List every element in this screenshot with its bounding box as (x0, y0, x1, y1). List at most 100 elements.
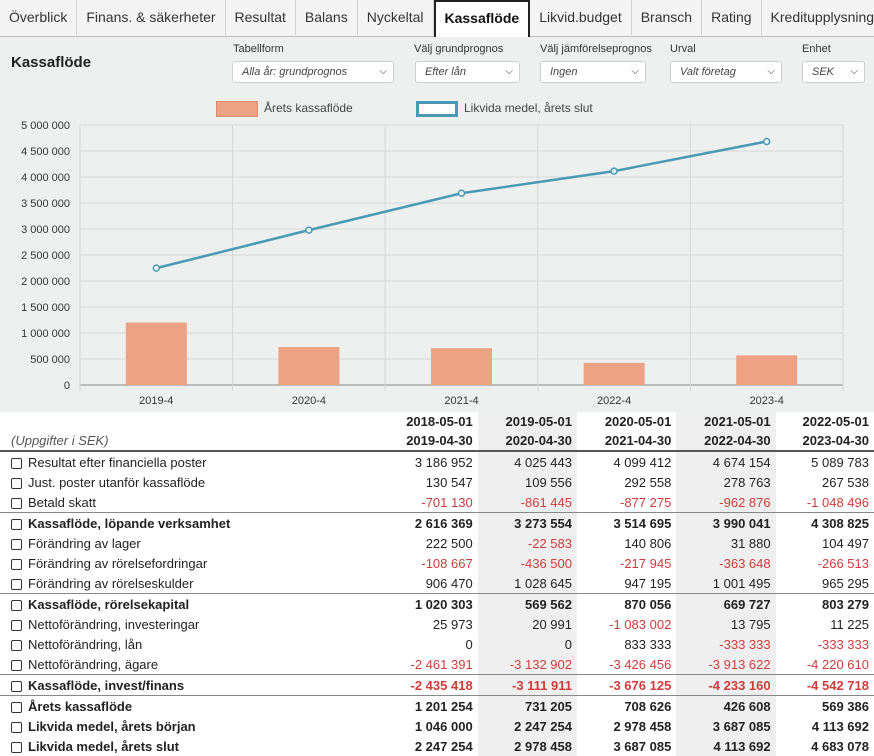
x-tick-label: 2019-4 (139, 395, 173, 407)
chevron-down-icon: ⌵ (505, 66, 513, 77)
row-value: 2 616 369 (378, 512, 478, 533)
row-label-cell: Nettoförändring, lån (0, 634, 378, 654)
row-value: 2 247 254 (414, 738, 473, 754)
period-from: 2018-05-01 (406, 414, 473, 429)
tab-bransch[interactable]: Bransch (632, 0, 703, 35)
chevron-down-icon: ⌵ (631, 66, 639, 77)
row-value: 426 608 (676, 695, 776, 716)
table-row: Resultat efter financiella poster 3 186 9… (0, 451, 874, 472)
row-value: -363 648 (676, 553, 776, 573)
grundprognos-select[interactable]: Efter lån ⌵ (415, 61, 520, 83)
row-value: 906 470 (425, 575, 473, 591)
y-tick-label: 5 000 000 (21, 120, 70, 132)
header-row-from: 2018-05-01 2019-05-01 2020-05-01 2021-05-01… (0, 412, 874, 431)
jamforelse-label: Välj jämförelseprognos (540, 43, 652, 55)
period-to: 2022-04-30 (676, 431, 776, 452)
tab-likvid-budget[interactable]: Likvid.budget (530, 0, 632, 35)
row-value: 803 279 (775, 593, 874, 614)
tab-balans[interactable]: Balans (296, 0, 358, 35)
row-value: 31 880 (676, 533, 776, 553)
table-row: Just. poster utanför kassaflöde 130 547 10… (0, 472, 874, 492)
y-tick-label: 2 500 000 (21, 250, 70, 262)
row-value: 11 225 (830, 616, 869, 632)
legend-bar-label[interactable]: Årets kassaflöde (264, 101, 353, 115)
line-point (457, 189, 466, 198)
row-checkbox[interactable] (11, 457, 22, 469)
grundprognos-value: Efter lån (425, 66, 466, 78)
enhet-select[interactable]: SEK ⌵ (802, 61, 865, 83)
enhet-label: Enhet (802, 43, 831, 55)
row-checkbox[interactable] (11, 639, 22, 651)
row-value: 130 547 (425, 474, 473, 490)
row-checkbox[interactable] (11, 518, 22, 530)
y-tick-label: 1 500 000 (21, 302, 70, 314)
header-spacer (0, 412, 378, 431)
tab-överblick[interactable]: Överblick (0, 0, 78, 35)
tab-resultat[interactable]: Resultat (226, 0, 296, 35)
row-value: -861 445 (477, 492, 577, 513)
row-value: 140 806 (624, 535, 672, 551)
jamforelse-select[interactable]: Ingen ⌵ (540, 61, 646, 83)
row-label-cell: Kassaflöde, rörelsekapital (0, 593, 379, 614)
row-checkbox[interactable] (11, 538, 22, 550)
row-checkbox[interactable] (11, 558, 22, 570)
row-checkbox[interactable] (11, 680, 22, 692)
bar-arets-kassaflode (278, 346, 340, 385)
row-checkbox[interactable] (11, 741, 22, 753)
row-value: 0 (465, 636, 473, 652)
row-checkbox[interactable] (11, 721, 22, 733)
row-value: 3 186 952 (414, 454, 473, 470)
enhet-value: SEK (812, 66, 835, 78)
row-checkbox[interactable] (11, 578, 22, 590)
row-checkbox[interactable] (11, 599, 22, 611)
row-value: -2 435 418 (378, 674, 478, 696)
tab-kreditupplysning[interactable]: Kreditupplysning (762, 0, 874, 35)
row-value: -3 426 456 (609, 656, 672, 672)
row-label-cell: Resultat efter financiella poster (0, 451, 378, 472)
row-label-cell: Förändring av rörelsefordringar (0, 553, 378, 573)
row-value: -877 275 (619, 494, 672, 510)
table-row: Förändring av rörelsefordringar -108 667-… (0, 553, 874, 573)
row-label: Nettoförändring, ägare (28, 656, 159, 672)
row-value: 1 046 000 (414, 718, 473, 734)
tab-finans-säkerheter[interactable]: Finans. & säkerheter (77, 0, 226, 35)
row-value: 0 (477, 634, 577, 654)
line-point (610, 167, 618, 175)
row-checkbox[interactable] (11, 619, 22, 631)
legend-bar-swatch[interactable] (216, 101, 258, 117)
table-row: Betald skatt -701 130 -861 445 -877 275 -962… (0, 492, 874, 513)
table-row: Årets kassaflöde 1 201 254 731 205 708 626 4… (0, 695, 874, 716)
row-value: -4 233 160 (676, 674, 776, 696)
row-value: 109 556 (477, 472, 577, 492)
chevron-down-icon: ⌵ (850, 66, 858, 77)
period-from: 2020-05-01 (604, 414, 672, 429)
unit-note: (Uppgifter i SEK) (0, 431, 379, 452)
row-value: 3 687 085 (676, 716, 776, 736)
legend-line-swatch[interactable] (416, 101, 458, 117)
tab-rating[interactable]: Rating (702, 0, 762, 35)
row-value: 1 028 645 (477, 573, 577, 594)
row-value: 4 683 078 (811, 738, 869, 754)
tab-kassaflöde[interactable]: Kassaflöde (433, 0, 531, 37)
row-label-cell: Betald skatt (0, 492, 378, 513)
row-value: -1 083 002 (609, 616, 672, 632)
legend-line-label[interactable]: Likvida medel, årets slut (464, 101, 593, 115)
tab-nyckeltal[interactable]: Nyckeltal (358, 0, 434, 35)
row-label-cell: Nettoförändring, ägare (0, 654, 378, 675)
row-checkbox[interactable] (11, 701, 22, 713)
row-checkbox[interactable] (11, 659, 22, 671)
row-value: 947 195 (624, 575, 672, 591)
table-row: Nettoförändring, lån 0 0 833 333 -333 333 -33… (0, 634, 874, 654)
row-checkbox[interactable] (11, 497, 22, 509)
row-value: -3 676 125 (577, 674, 677, 696)
row-value: 278 763 (676, 472, 776, 492)
tabellform-select[interactable]: Alla år: grundprognos ⌵ (232, 61, 394, 83)
row-value: 669 727 (676, 593, 776, 614)
table-row: Kassaflöde, invest/finans -2 435 418 -3 11… (0, 674, 874, 696)
urval-select[interactable]: Valt företag ⌵ (670, 61, 782, 83)
y-tick-label: 4 000 000 (21, 172, 70, 184)
bar-arets-kassaflode (736, 355, 798, 385)
row-checkbox[interactable] (11, 477, 22, 489)
x-tick-label: 2022-4 (597, 395, 631, 407)
row-value: 3 990 041 (676, 512, 776, 533)
